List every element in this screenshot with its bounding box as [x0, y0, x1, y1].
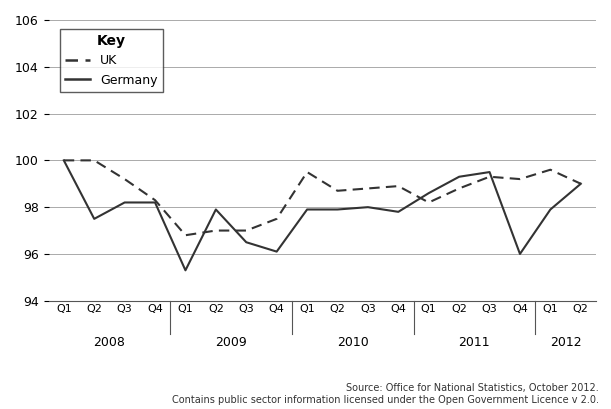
- Text: 2012: 2012: [550, 336, 582, 349]
- Text: 2008: 2008: [93, 336, 125, 349]
- Text: 2009: 2009: [215, 336, 247, 349]
- Text: 2011: 2011: [458, 336, 490, 349]
- Text: 2010: 2010: [337, 336, 368, 349]
- Text: Source: Office for National Statistics, October 2012.
Contains public sector inf: Source: Office for National Statistics, …: [172, 383, 599, 405]
- Legend: UK, Germany: UK, Germany: [60, 29, 163, 92]
